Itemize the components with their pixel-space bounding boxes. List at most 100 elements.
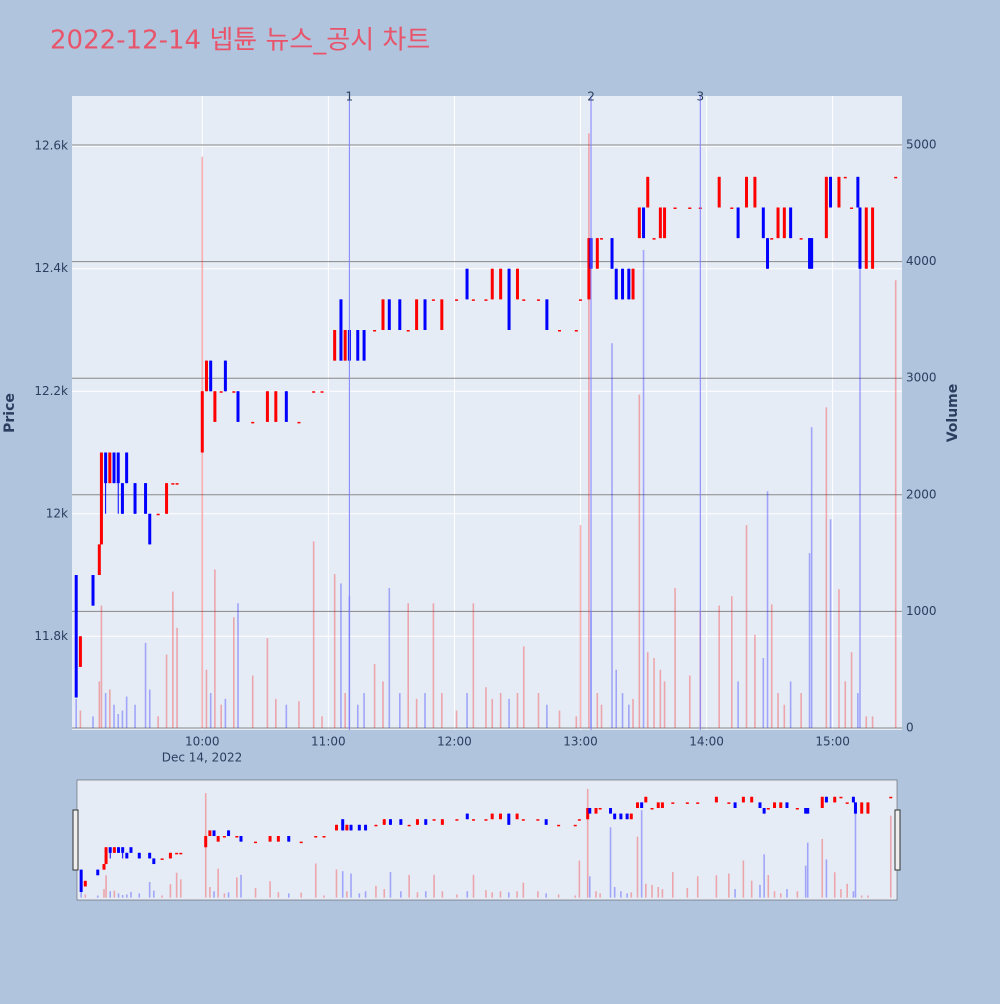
volume-bar (398, 693, 401, 729)
candle-body (663, 207, 667, 239)
mini-candle-body (629, 813, 633, 820)
candle-body (320, 391, 324, 393)
volume-bar (232, 617, 235, 729)
mini-volume-bar (105, 875, 107, 898)
volume-bar (621, 693, 624, 729)
mini-volume-bar (287, 893, 290, 898)
mini-candle-body (625, 813, 629, 820)
mini-candle-body (685, 802, 689, 804)
mini-volume-bar (613, 886, 616, 898)
mini-candle-body (820, 796, 824, 809)
mini-candle-body (465, 813, 469, 820)
candle-body (652, 238, 656, 240)
candle-body (148, 513, 152, 545)
mini-volume-bar (889, 815, 892, 898)
mini-candle-body (137, 852, 141, 859)
candle-body (507, 268, 511, 330)
mini-candle-body (117, 847, 121, 853)
mini-candle-body (785, 802, 789, 809)
candle-body (471, 299, 475, 301)
mini-candle-body (268, 836, 272, 842)
chart-title: 2022-12-14 넵튠 뉴스_공시 차트 (50, 26, 430, 56)
mini-volume-bar (499, 891, 502, 898)
candle-body (125, 452, 129, 484)
candle-body (858, 207, 862, 269)
candle-body (213, 391, 217, 422)
volume-bar (298, 701, 300, 729)
mini-candle-body (407, 824, 411, 827)
mini-candle-body (619, 813, 623, 820)
mini-candle-body (804, 808, 808, 814)
mini-candle-body (96, 869, 100, 876)
mini-candle-body (853, 802, 857, 814)
candle-body (789, 207, 793, 239)
candle-body (627, 268, 631, 300)
mini-volume-bar (588, 876, 591, 898)
volume-bar (224, 698, 227, 729)
volume-bar (800, 693, 802, 729)
mini-volume-bar (640, 810, 643, 898)
candle-body (843, 176, 847, 179)
candle-body (515, 268, 519, 300)
mini-volume-bar (840, 889, 842, 898)
mini-candle-body (644, 796, 648, 803)
mini-volume-bar (773, 891, 776, 898)
candle-body (745, 176, 749, 208)
volume-bar (789, 681, 792, 729)
range-slider[interactable] (76, 779, 898, 901)
mini-candle-body (341, 819, 345, 831)
mini-volume-bar (661, 889, 664, 898)
mini-volume-bar (574, 895, 577, 898)
candle-body (112, 452, 116, 484)
candle-body (406, 329, 410, 332)
candle-body (837, 176, 841, 208)
volume-bar (220, 704, 222, 729)
volume-bar (865, 716, 868, 729)
mini-volume-bar (578, 860, 581, 898)
mini-candle-body (112, 847, 116, 853)
mini-volume-bar (854, 812, 857, 898)
range-handle-left[interactable] (72, 809, 79, 871)
candle-body (204, 360, 208, 392)
grid (72, 96, 902, 730)
volume-bar (266, 638, 269, 729)
mini-candle-body (636, 802, 640, 809)
mini-candle-body (125, 852, 129, 859)
mini-candle-body (432, 819, 436, 821)
candle-body (133, 483, 137, 514)
candle-body (631, 268, 635, 300)
candle-body (658, 207, 662, 239)
mini-candle-body (727, 802, 731, 804)
y2-tick-label: 2000 (906, 487, 937, 501)
volume-bar (134, 704, 136, 729)
mini-volume-bar (852, 891, 855, 898)
volume-bar (588, 133, 590, 729)
volume-bar (109, 689, 111, 729)
volume-bar (209, 693, 212, 729)
y-tick-label: 12.4k (34, 261, 68, 275)
candle-body (545, 299, 549, 330)
mini-candle-body (839, 796, 843, 799)
mini-volume-bar (121, 895, 124, 898)
mini-candle-body (640, 802, 644, 809)
candle-body (284, 391, 288, 422)
candle-body (894, 176, 898, 179)
candle-body (333, 329, 337, 361)
range-handle-right[interactable] (894, 809, 901, 871)
mini-volume-bar (557, 894, 560, 898)
volume-bar (642, 249, 645, 729)
candle-body (776, 207, 780, 239)
mini-volume-bar (323, 895, 325, 898)
mini-volume-bar (300, 892, 303, 898)
mini-candle-body (521, 819, 525, 821)
volume-bar (600, 704, 603, 729)
mini-volume-bar (209, 886, 211, 898)
volume-bar (472, 603, 475, 729)
candle-body (156, 513, 160, 516)
mini-candle-body (594, 808, 598, 814)
volume-bar (214, 569, 216, 729)
candle-body (312, 391, 316, 393)
candle-body (587, 238, 591, 300)
candle-body (579, 299, 583, 301)
mini-candle-body (299, 841, 303, 844)
